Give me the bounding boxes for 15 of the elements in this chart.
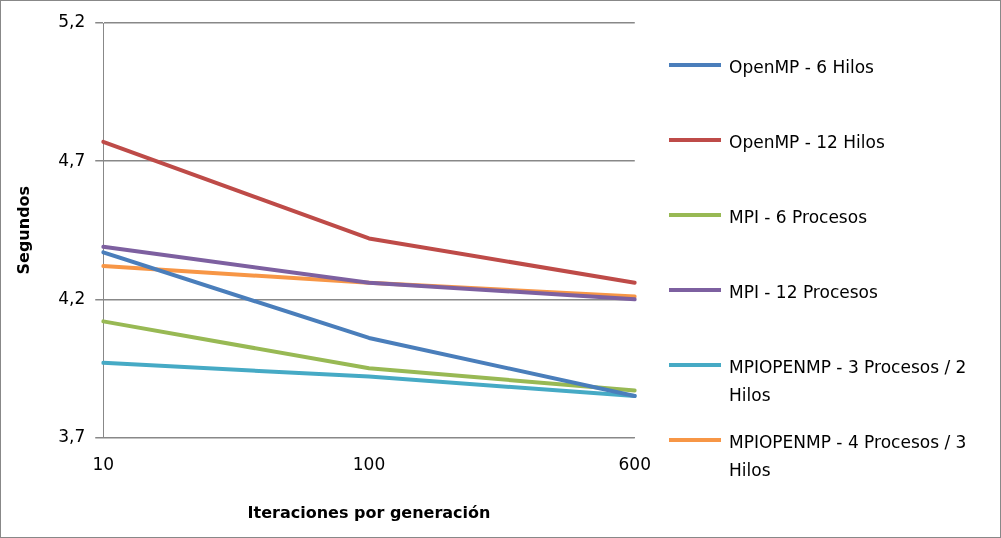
legend-label: MPI - 6 Procesos — [729, 206, 867, 229]
y-tick-label: 5,2 — [58, 11, 86, 32]
y-axis-title: Segundos — [13, 185, 33, 275]
legend-label: MPI - 12 Procesos — [729, 281, 878, 304]
legend-label: OpenMP - 12 Hilos — [729, 131, 885, 154]
y-tick-label: 4,7 — [58, 149, 86, 170]
x-tick-label: 600 — [618, 454, 651, 475]
x-axis-title: Iteraciones por generación — [247, 502, 491, 522]
y-tick-label: 3,7 — [58, 425, 86, 446]
y-tick-label: 4,2 — [58, 287, 86, 308]
x-tick-label: 100 — [352, 454, 386, 475]
legend-label: MPIOPENMP - 4 Procesos / 3 Hilos — [729, 431, 968, 482]
legend-label: OpenMP - 6 Hilos — [729, 56, 874, 79]
x-tick-label: 10 — [92, 454, 115, 475]
legend-label: MPIOPENMP - 3 Procesos / 2 Hilos — [729, 356, 968, 407]
